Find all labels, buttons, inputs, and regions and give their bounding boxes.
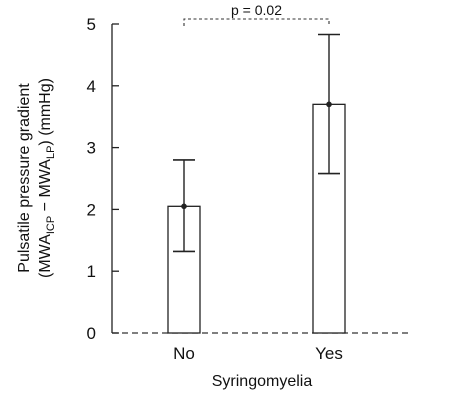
y-axis-title-line2: (MWAICP − MWALP) (mmHg) bbox=[37, 78, 57, 278]
p-value-label: p = 0.02 bbox=[231, 2, 282, 18]
y-title-sub-lp: LP bbox=[45, 146, 57, 159]
category-labels: No Yes bbox=[173, 344, 343, 363]
error-bars bbox=[173, 33, 340, 253]
y-ticks: 0 1 2 3 4 5 bbox=[87, 15, 119, 343]
y-tick-label: 5 bbox=[87, 15, 96, 34]
y-tick-label: 4 bbox=[87, 77, 96, 96]
mean-point bbox=[181, 203, 187, 210]
y-axis-title-line1: Pulsatile pressure gradient bbox=[16, 83, 33, 273]
y-title-prefix: (MWA bbox=[37, 234, 54, 278]
significance-bracket bbox=[183, 18, 330, 26]
x-category-label: No bbox=[173, 344, 195, 363]
y-title-sub-icp: ICP bbox=[45, 216, 57, 234]
x-axis-title: Syringomyelia bbox=[212, 373, 313, 390]
x-category-label: Yes bbox=[315, 344, 343, 363]
y-title-mid: − MWA bbox=[37, 159, 54, 216]
bars bbox=[167, 103, 346, 334]
y-tick-label: 2 bbox=[87, 200, 96, 219]
significance-annotation: p = 0.02 bbox=[183, 2, 330, 26]
y-title-suffix: ) (mmHg) bbox=[37, 78, 54, 146]
y-tick-label: 1 bbox=[87, 262, 96, 281]
mean-point bbox=[326, 101, 332, 108]
y-tick-label: 0 bbox=[87, 324, 96, 343]
y-tick-label: 3 bbox=[87, 139, 96, 158]
